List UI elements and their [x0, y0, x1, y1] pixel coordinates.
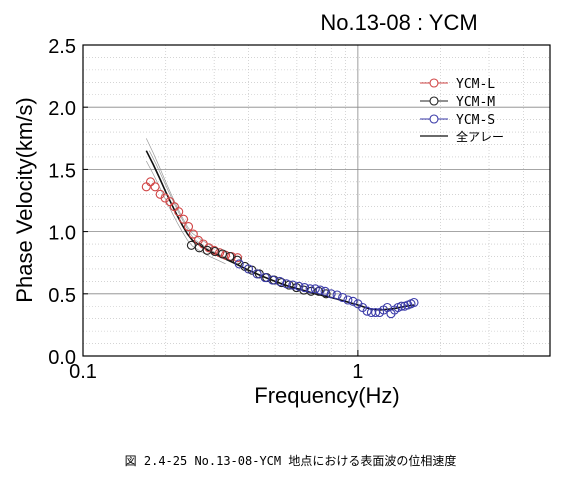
legend-label-all-array: 全アレー [456, 129, 504, 144]
y-tick-label: 2.0 [48, 98, 76, 120]
x-axis-label: Frequency(Hz) [254, 383, 399, 408]
data-point-ycm-s [275, 276, 285, 286]
data-point-ycm-s [281, 279, 292, 289]
data-point-ycm-s [305, 284, 315, 294]
data-point-ycm-m [225, 251, 235, 262]
x-tick-label: 1 [352, 361, 363, 383]
data-point-ycm-l [165, 197, 175, 207]
legend-label-ycm-m: YCM-M [456, 95, 495, 110]
individual-curve [145, 138, 226, 254]
chart-title: No.13-08 : YCM [320, 10, 477, 35]
legend: YCM-L YCM-M YCM-S 全アレー [420, 77, 504, 144]
individual-curve [148, 150, 229, 260]
data-point-ycm-s [294, 281, 304, 291]
data-point-ycm-l [188, 229, 198, 239]
data-point-ycm-l [183, 222, 194, 232]
y-tick-label: 0.5 [48, 285, 76, 307]
data-point-ycm-s [371, 307, 381, 318]
data-point-ycm-s [362, 306, 372, 316]
data-point-ycm-s [315, 285, 325, 295]
legend-label-ycm-s: YCM-S [456, 113, 495, 128]
y-axis-ticks: 0.0 0.5 1.0 1.5 2.0 2.5 [48, 36, 88, 369]
legend-label-ycm-l: YCM-L [456, 77, 495, 92]
y-tick-label: 1.5 [48, 160, 76, 182]
data-point-ycm-s [409, 297, 419, 308]
phase-velocity-chart: No.13-08 : YCM 0.00.51.01.52.02.5 0.1 1 F… [12, 10, 551, 408]
data-point-ycm-s [243, 264, 254, 274]
minor-grid [83, 45, 550, 356]
data-point-ycm-s [343, 295, 353, 305]
data-point-ycm-s [396, 301, 406, 311]
data-point-ycm-s [288, 280, 298, 290]
x-axis-ticks: 0.1 1 [69, 350, 363, 383]
data-point-ycm-s [320, 286, 330, 296]
plot-frame [82, 44, 551, 357]
series-layer [141, 150, 419, 319]
data-point-ycm-l [141, 182, 151, 192]
data-point-ycm-l [145, 177, 156, 187]
y-axis-label: Phase Velocity(km/s) [12, 97, 37, 302]
data-point-ycm-s [326, 289, 336, 299]
data-point-ycm-m [186, 240, 196, 250]
data-point-ycm-s [332, 290, 342, 300]
legend-marker-ycm-s [429, 114, 439, 124]
legend-marker-ycm-l [429, 78, 439, 88]
y-tick-label: 0.0 [48, 347, 76, 369]
x-tick-label: 0.1 [69, 361, 97, 383]
data-point-ycm-s [234, 259, 244, 269]
data-point-ycm-l [174, 207, 184, 217]
data-point-ycm-s [338, 292, 348, 303]
legend-marker-ycm-m [429, 96, 439, 106]
data-point-ycm-s [252, 269, 262, 279]
data-point-ycm-s [310, 284, 320, 294]
data-point-ycm-s [300, 283, 310, 293]
figure-caption: 図 2.4-25 No.13-08-YCM 地点における表面波の位相速度 [124, 454, 457, 468]
data-point-ycm-l [209, 245, 219, 255]
y-tick-label: 2.5 [48, 36, 76, 58]
data-point-ycm-s [348, 296, 358, 306]
data-point-ycm-l [178, 214, 189, 224]
data-point-ycm-l [150, 182, 160, 192]
y-tick-label: 1.0 [48, 223, 76, 245]
data-point-ycm-m [194, 243, 204, 253]
data-point-ycm-s [268, 275, 278, 285]
